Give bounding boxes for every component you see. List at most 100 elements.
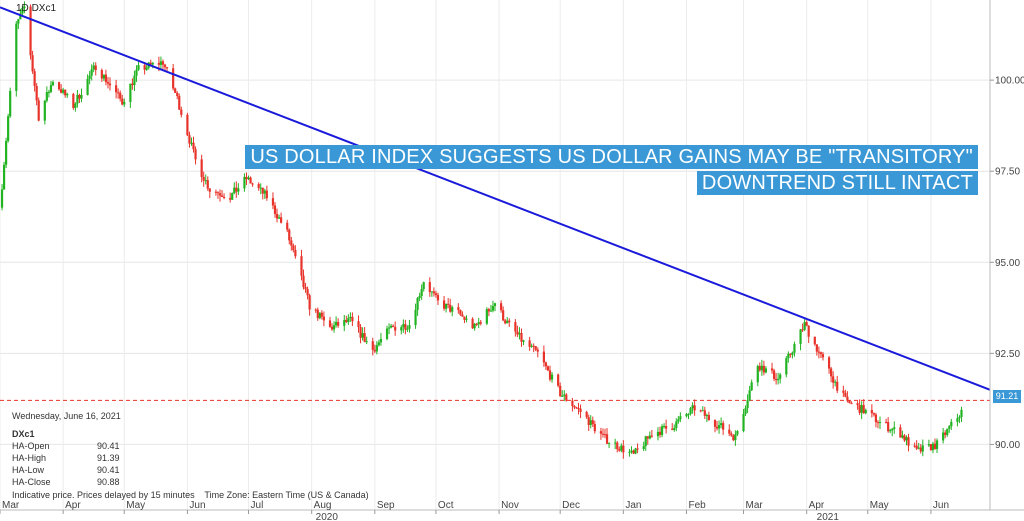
candle-body	[106, 81, 110, 84]
candle-body	[379, 338, 383, 343]
candle-body	[493, 303, 497, 307]
candle-body	[573, 406, 576, 408]
candle-body	[748, 390, 751, 401]
candle-body	[414, 309, 417, 326]
candle-body	[701, 410, 704, 412]
candle-body	[901, 435, 904, 438]
candle-body	[785, 358, 788, 375]
candle-body	[463, 316, 466, 320]
candle-body	[819, 352, 823, 355]
candle-body	[585, 411, 588, 418]
info-footer: Indicative price. Prices delayed by 15 m…	[12, 490, 369, 500]
candle-body	[756, 366, 759, 383]
candle-body	[102, 74, 105, 79]
candle-body	[844, 392, 847, 397]
candle-body	[131, 83, 134, 86]
candle-body	[693, 405, 696, 411]
candle-body	[104, 74, 108, 82]
candle-body	[791, 352, 794, 355]
candle-body	[157, 62, 160, 65]
candle-body	[506, 320, 509, 324]
candle-body	[960, 409, 963, 417]
candle-body	[320, 312, 323, 317]
candle-body	[62, 89, 65, 93]
candle-body	[864, 410, 867, 414]
candle-body	[665, 426, 668, 429]
candle-body	[502, 310, 505, 321]
candle-body	[322, 316, 325, 321]
candle-body	[420, 289, 423, 296]
candle-body	[416, 297, 419, 310]
candle-body	[445, 303, 448, 309]
candle-body	[192, 142, 195, 150]
candle-body	[722, 423, 725, 430]
candle-body	[216, 192, 220, 194]
candle-body	[47, 91, 50, 93]
x-tick-label: Nov	[501, 500, 519, 511]
candle-body	[575, 407, 578, 409]
x-tick-label: May	[870, 500, 889, 511]
candle-body	[251, 183, 254, 185]
candle-body	[577, 407, 580, 409]
interval-label: 1D	[16, 3, 29, 14]
candle-body	[548, 370, 552, 380]
candle-body	[457, 307, 460, 310]
x-tick-label: Aug	[314, 500, 332, 511]
candle-body	[373, 349, 376, 352]
candle-body	[294, 250, 297, 257]
candle-body	[616, 442, 619, 450]
candle-body	[891, 428, 894, 431]
candle-body	[165, 67, 169, 69]
candle-body	[742, 413, 745, 432]
candle-body	[335, 321, 338, 326]
candle-body	[770, 368, 774, 371]
candle-body	[76, 94, 79, 104]
candle-body	[557, 374, 560, 386]
candle-body	[815, 344, 818, 352]
candle-body	[677, 419, 680, 422]
candle-body	[51, 82, 55, 86]
candle-body	[117, 92, 120, 94]
candle-body	[208, 188, 211, 192]
y-tick-label: 97.50	[995, 167, 1020, 178]
candle-body	[371, 341, 374, 350]
candle-body	[392, 325, 395, 328]
candle-body	[671, 428, 674, 430]
candle-body	[288, 229, 291, 241]
candle-body	[133, 75, 136, 86]
candle-body	[760, 365, 763, 371]
candle-body	[929, 444, 933, 451]
candle-body	[846, 396, 849, 401]
candle-body	[720, 423, 723, 426]
candle-body	[292, 245, 295, 251]
candle-body	[532, 345, 535, 347]
candle-body	[351, 316, 354, 322]
candle-body	[206, 180, 209, 189]
candle-body	[707, 414, 710, 421]
candle-body	[159, 61, 163, 65]
candle-body	[306, 289, 309, 296]
candle-body	[485, 309, 488, 324]
x-tick-label: Dec	[562, 500, 580, 511]
headline-banner-line-1: US DOLLAR INDEX SUGGESTS US DOLLAR GAINS…	[245, 145, 978, 169]
candle-body	[514, 322, 517, 332]
candle-body	[365, 341, 368, 343]
candle-body	[233, 187, 236, 194]
candle-body	[359, 327, 362, 338]
info-label: HA-Open	[12, 441, 50, 451]
candle-body	[628, 451, 631, 453]
candle-body	[385, 328, 389, 339]
info-value: 90.41	[97, 441, 120, 451]
candle-body	[646, 436, 649, 439]
candle-body	[520, 333, 523, 342]
candle-body	[830, 368, 833, 377]
candle-body	[86, 78, 89, 95]
candle-body	[390, 325, 393, 328]
candle-body	[330, 326, 334, 330]
info-label: HA-Close	[12, 477, 51, 487]
candle-body	[542, 351, 545, 363]
candle-body	[280, 217, 283, 223]
candle-body	[571, 400, 574, 407]
candle-body	[956, 418, 959, 422]
candle-body	[634, 448, 637, 454]
